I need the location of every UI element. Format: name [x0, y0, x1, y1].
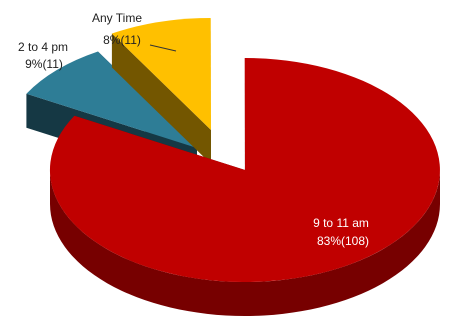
slice-any-time: [111, 18, 211, 164]
any-time-leader-line: [149, 44, 177, 52]
slice-2-to-4-pm-top: [26, 51, 198, 148]
slice-any-time-cut-face: [111, 33, 211, 164]
pie-labels: Any Time 8%(11) 2 to 4 pm 9%(11) 9 to 11…: [18, 11, 369, 248]
slice-9-to-11-am-top: [49, 57, 440, 282]
slice-label-9to11-name: 9 to 11 am: [313, 216, 369, 230]
pie-tops: [49, 57, 440, 316]
slice-label-9to11-value: 83%(108): [317, 234, 369, 248]
slice-label-2to4-value: 9%(11): [25, 57, 63, 71]
slice-label-any-time-name: Any Time: [92, 11, 142, 25]
slice-any-time-top: [111, 18, 211, 130]
slice-label-2to4-name: 2 to 4 pm: [18, 40, 68, 54]
slice-label-any-time-value: 8%(11): [103, 33, 141, 47]
slice-9-to-11-am: [49, 57, 440, 316]
slice-9-to-11-am-wall: [50, 170, 440, 316]
